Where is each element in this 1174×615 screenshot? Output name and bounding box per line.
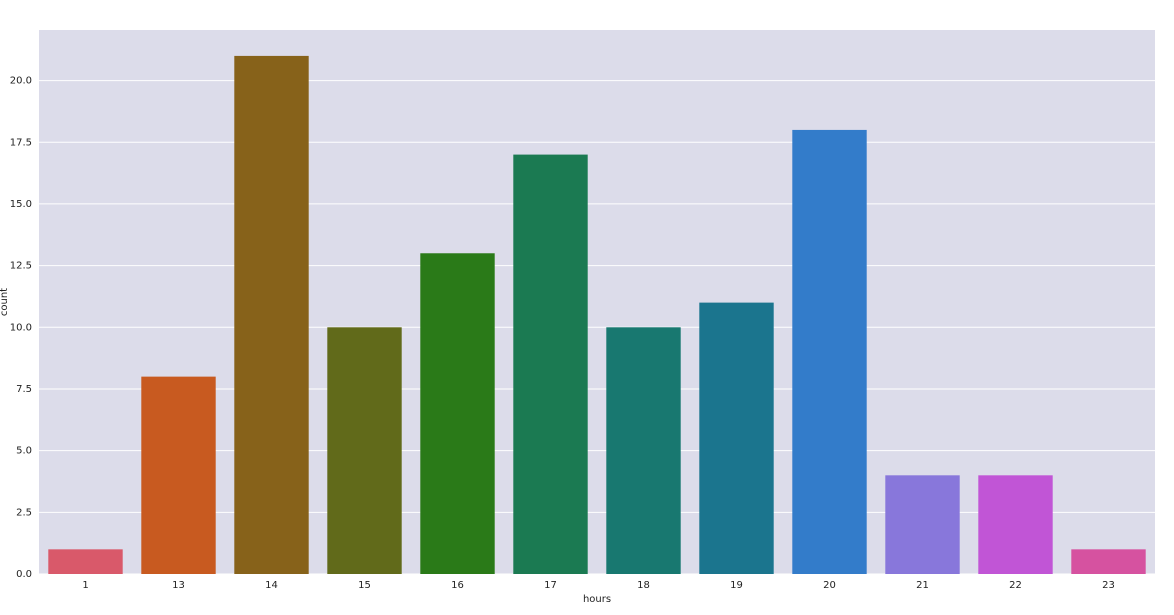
y-tick-label: 20.0 [10,76,32,87]
x-tick-label: 14 [265,580,278,591]
y-tick-label: 7.5 [16,384,32,395]
x-tick-label: 15 [358,580,371,591]
bar [141,376,216,574]
x-tick-label: 21 [916,580,929,591]
x-axis-label: hours [583,594,611,605]
y-tick-label: 5.0 [16,446,32,457]
y-tick-label: 17.5 [10,137,32,148]
x-tick-label: 20 [823,580,836,591]
bar [699,302,774,574]
x-tick-label: 13 [172,580,185,591]
y-tick-label: 10.0 [10,322,32,333]
bar [234,55,309,574]
bar [606,327,681,574]
y-tick-label: 0.0 [16,569,32,580]
bar [885,475,960,574]
y-axis-label: count [0,288,10,316]
bar [792,129,867,574]
y-tick-label: 2.5 [16,507,32,518]
bar [978,475,1053,574]
x-tick-label: 22 [1009,580,1022,591]
x-tick-label: 1 [82,580,88,591]
bar [420,253,495,574]
bar [513,154,588,574]
x-tick-label: 19 [730,580,743,591]
y-tick-label: 15.0 [10,199,32,210]
bar [1071,549,1146,574]
bar [48,549,123,574]
plot-background [39,30,1155,574]
x-tick-label: 17 [544,580,557,591]
x-tick-label: 23 [1102,580,1115,591]
x-tick-label: 16 [451,580,464,591]
y-tick-label: 12.5 [10,261,32,272]
x-tick-label: 18 [637,580,650,591]
bar [327,327,402,574]
